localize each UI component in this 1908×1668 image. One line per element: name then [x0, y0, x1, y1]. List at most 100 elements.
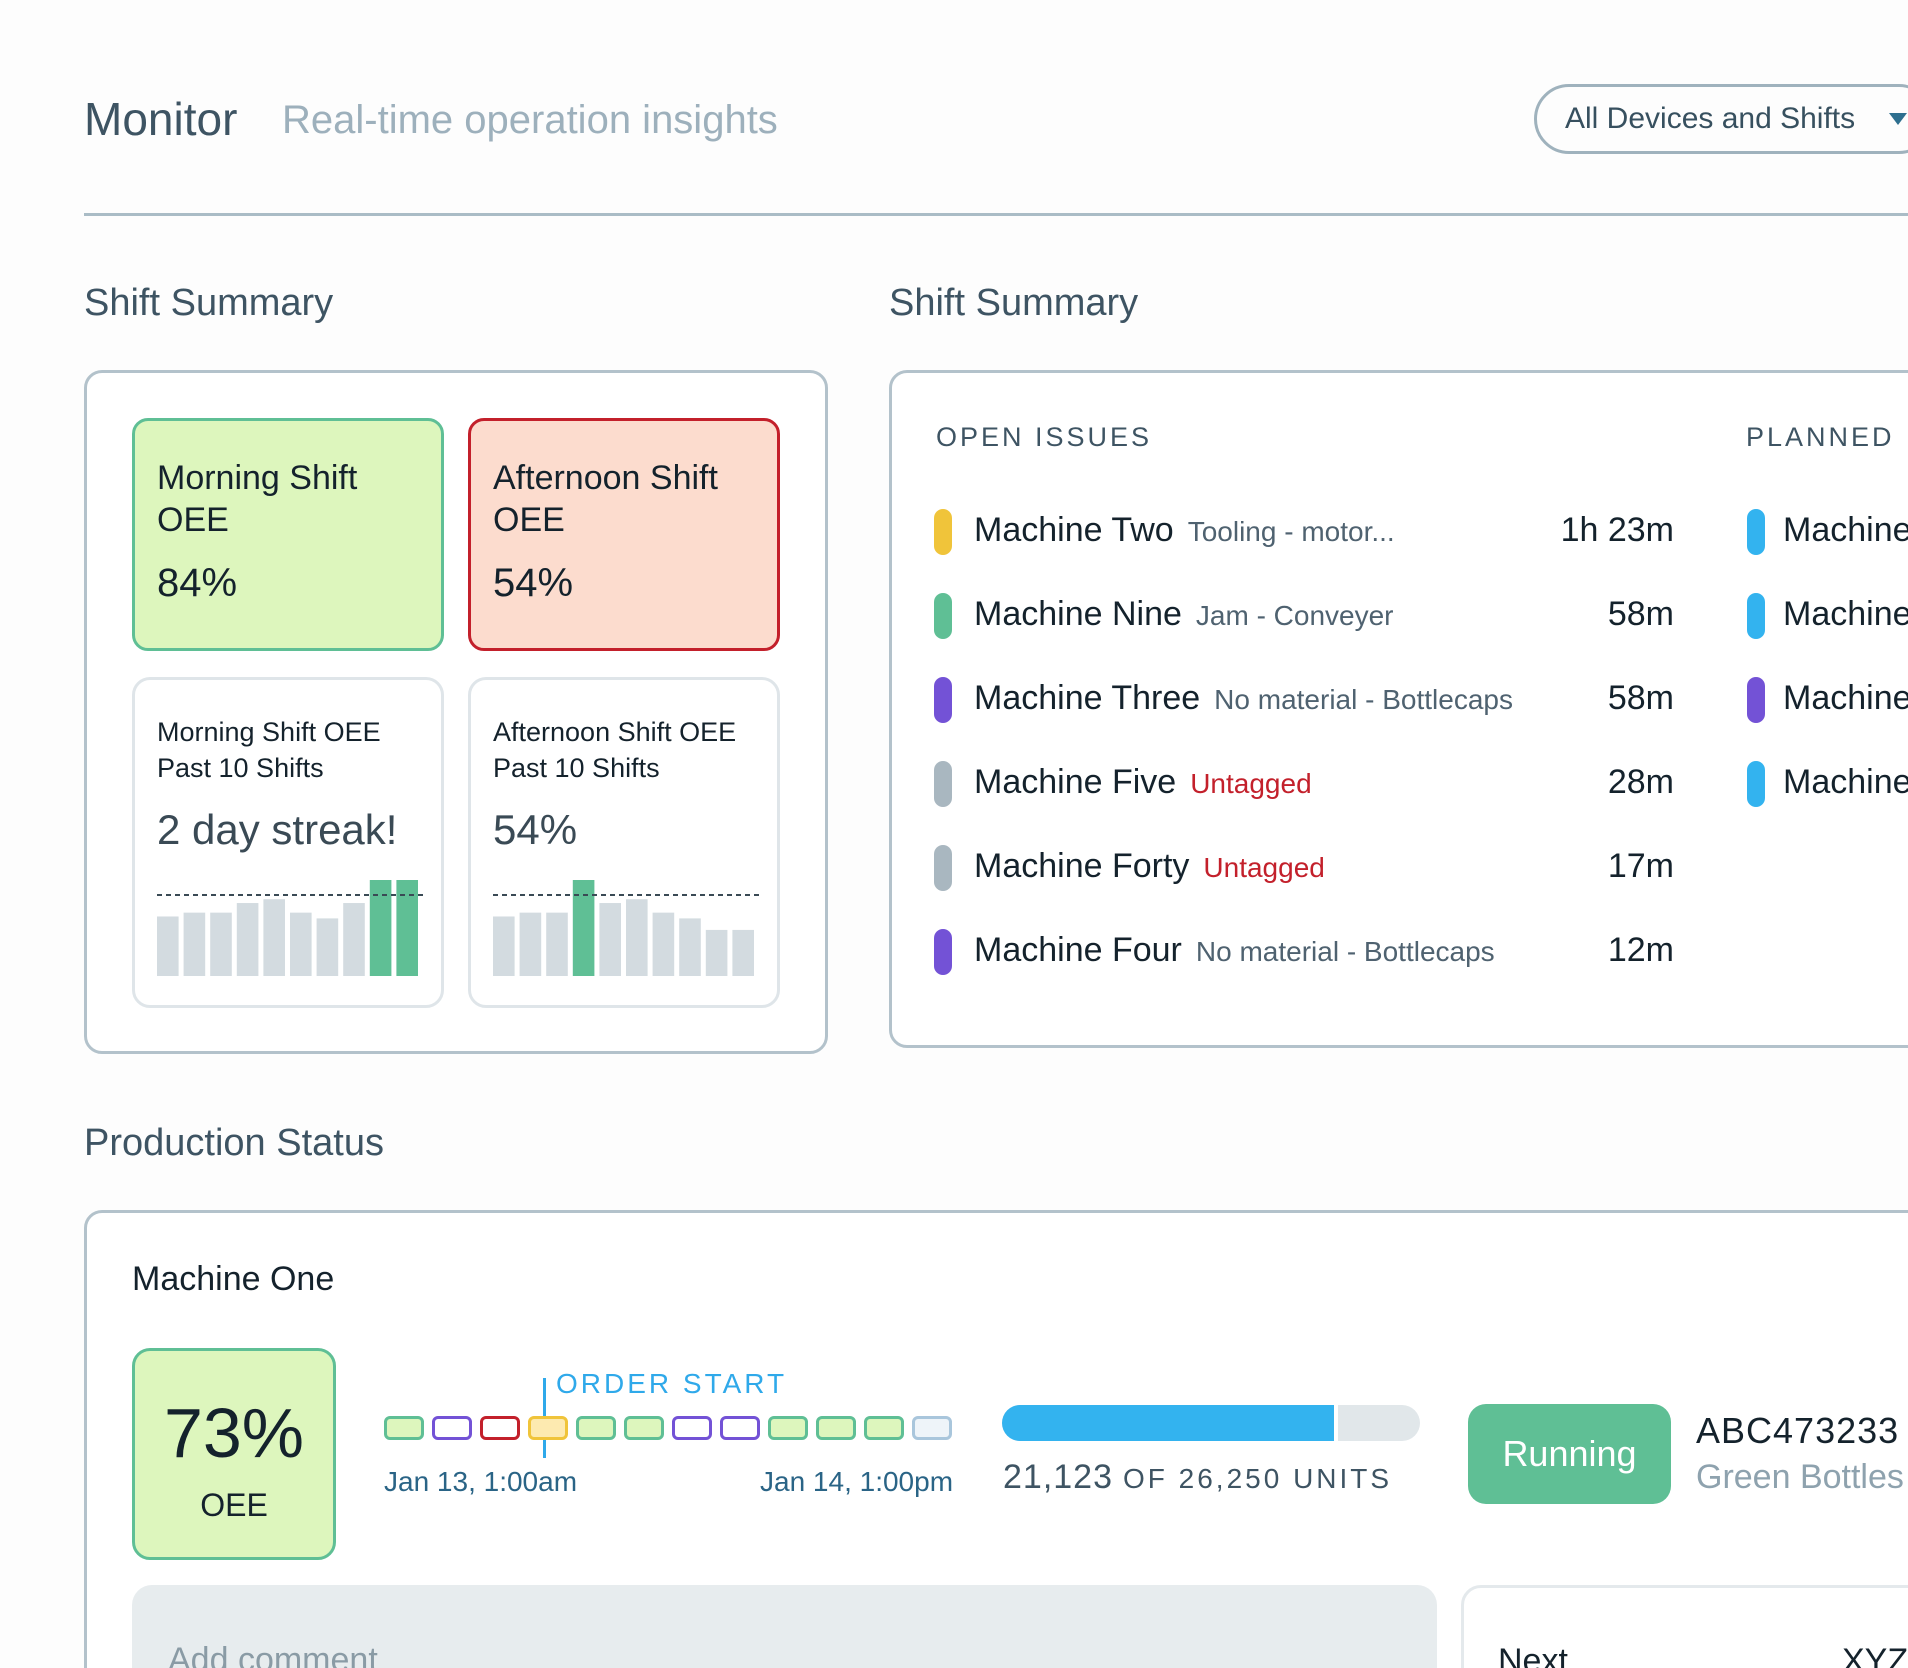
oee-bar — [572, 880, 595, 976]
issue-machine-name: Machine Four — [974, 931, 1182, 969]
card-title: Afternoon Shift OEE — [493, 459, 718, 539]
oee-bar — [396, 880, 418, 976]
oee-bar — [263, 899, 285, 976]
oee-bar — [546, 912, 568, 976]
oee-bar — [705, 929, 728, 976]
planned-color-pill — [1747, 509, 1765, 555]
issue-machine-name: Machine Three — [974, 679, 1201, 717]
issue-duration: 1h 23m — [1560, 511, 1674, 549]
timeline-segment-down[interactable] — [480, 1416, 520, 1440]
oee-value: 73% — [163, 1394, 305, 1472]
timeline-segment-planned[interactable] — [672, 1416, 712, 1440]
device-shift-filter-dropdown[interactable]: All Devices and Shifts — [1534, 84, 1908, 154]
timeline-segment-planned[interactable] — [720, 1416, 760, 1440]
issue-color-pill — [934, 593, 952, 639]
afternoon-history-card[interactable]: Afternoon Shift OEE Past 10 Shifts 54% — [468, 677, 780, 1008]
issue-duration: 28m — [1607, 763, 1674, 801]
issue-row[interactable]: Machine Two Tooling - motor... 1h 23m — [934, 507, 1674, 557]
issue-machine-name: Machine Five — [974, 763, 1177, 801]
planned-row[interactable]: Machine — [1747, 591, 1908, 641]
oee-bar — [183, 912, 206, 976]
issue-color-pill — [934, 929, 952, 975]
oee-bar — [493, 916, 515, 976]
timeline-segment-warning[interactable] — [528, 1416, 568, 1440]
chevron-down-icon — [1889, 113, 1907, 125]
units-count: 21,123 OF 26,250 UNITS — [1003, 1458, 1392, 1497]
morning-history-card[interactable]: Morning Shift OEE Past 10 Shifts 2 day s… — [132, 677, 444, 1008]
comment-input[interactable]: Add comment — [132, 1585, 1437, 1668]
card-value: 54% — [493, 806, 578, 853]
timeline-segment-running[interactable] — [624, 1416, 664, 1440]
next-label: Next — [1498, 1642, 1568, 1668]
order-id: ABC473233 — [1696, 1410, 1900, 1451]
oee-bar — [290, 912, 312, 976]
timeline-segment-planned[interactable] — [432, 1416, 472, 1440]
planned-row[interactable]: Machine — [1747, 507, 1908, 557]
timeline-segment-running[interactable] — [576, 1416, 616, 1440]
issue-reason: Untagged — [1190, 768, 1312, 799]
issue-color-pill — [934, 677, 952, 723]
oee-bar — [626, 899, 648, 976]
issue-reason: Untagged — [1203, 852, 1325, 883]
issue-row[interactable]: Machine Four No material - Bottlecaps 12m — [934, 927, 1674, 977]
units-progress-fill — [1002, 1405, 1339, 1441]
card-title: Afternoon Shift OEE Past 10 Shifts — [493, 717, 737, 783]
oee-bar — [343, 903, 365, 976]
issue-machine: Machine Forty Untagged — [974, 847, 1325, 886]
timeline-segment-idle[interactable] — [912, 1416, 952, 1440]
timeline-segment-running[interactable] — [864, 1416, 904, 1440]
oee-bar — [157, 916, 179, 976]
issue-row[interactable]: Machine Five Untagged 28m — [934, 759, 1674, 809]
timeline-segment-running[interactable] — [768, 1416, 808, 1440]
morning-shift-oee-card[interactable]: Morning Shift OEE 84% — [132, 418, 444, 651]
afternoon-oee-bar-chart — [493, 880, 759, 976]
machine-oee-badge[interactable]: 73% OEE — [132, 1348, 336, 1560]
oee-bar — [519, 912, 542, 976]
oee-bar — [369, 880, 392, 976]
oee-bar — [652, 912, 675, 976]
production-status-title: Production Status — [84, 1122, 384, 1164]
timeline-end-date: Jan 14, 1:00pm — [760, 1466, 954, 1497]
card-title: Morning Shift OEE — [157, 459, 358, 539]
issue-duration: 58m — [1607, 595, 1674, 633]
issue-machine: Machine Three No material - Bottlecaps — [974, 679, 1513, 718]
streak-text: 2 day streak! — [157, 806, 398, 853]
issue-reason: Jam - Conveyer — [1195, 600, 1394, 631]
filter-value: All Devices and Shifts — [1565, 102, 1856, 135]
order-start-label: ORDER START — [556, 1368, 788, 1399]
page-subtitle: Real-time operation insights — [282, 98, 778, 142]
oee-bar — [316, 918, 339, 976]
oee-bar — [732, 929, 754, 976]
planned-color-pill — [1747, 761, 1765, 807]
card-value: 84% — [157, 561, 238, 605]
planned-machine-name: Machine — [1783, 595, 1908, 633]
timeline-start-date: Jan 13, 1:00am — [384, 1466, 578, 1497]
issue-machine: Machine Two Tooling - motor... — [974, 511, 1395, 550]
issue-reason: Tooling - motor... — [1187, 516, 1395, 547]
morning-oee-bar-chart — [157, 880, 423, 976]
shift-summary-issues-title: Shift Summary — [889, 282, 1139, 324]
timeline-segment-running[interactable] — [816, 1416, 856, 1440]
planned-heading: PLANNED — [1746, 422, 1895, 452]
issue-row[interactable]: Machine Forty Untagged 17m — [934, 843, 1674, 893]
units-done: 21,123 — [1003, 1458, 1113, 1496]
card-title: Morning Shift OEE Past 10 Shifts — [157, 717, 381, 783]
units-progress-bar — [1002, 1405, 1420, 1441]
status-button[interactable]: Running — [1468, 1404, 1671, 1504]
issue-row[interactable]: Machine Nine Jam - Conveyer 58m — [934, 591, 1674, 641]
timeline-segment-running[interactable] — [384, 1416, 424, 1440]
oee-bar — [210, 912, 232, 976]
machine-name: Machine One — [132, 1260, 335, 1298]
afternoon-shift-oee-card[interactable]: Afternoon Shift OEE 54% — [468, 418, 780, 651]
planned-row[interactable]: Machine — [1747, 675, 1908, 725]
planned-row[interactable]: Machine — [1747, 759, 1908, 809]
page-title: Monitor — [84, 93, 238, 145]
oee-bar — [679, 918, 701, 976]
card-value: 54% — [493, 561, 574, 605]
open-issues-heading: OPEN ISSUES — [936, 422, 1153, 452]
issue-duration: 17m — [1607, 847, 1674, 885]
next-order-card[interactable]: Next XYZ — [1461, 1585, 1908, 1668]
issue-machine: Machine Five Untagged — [974, 763, 1312, 802]
issue-row[interactable]: Machine Three No material - Bottlecaps 58m — [934, 675, 1674, 725]
oee-label: OEE — [200, 1487, 268, 1523]
